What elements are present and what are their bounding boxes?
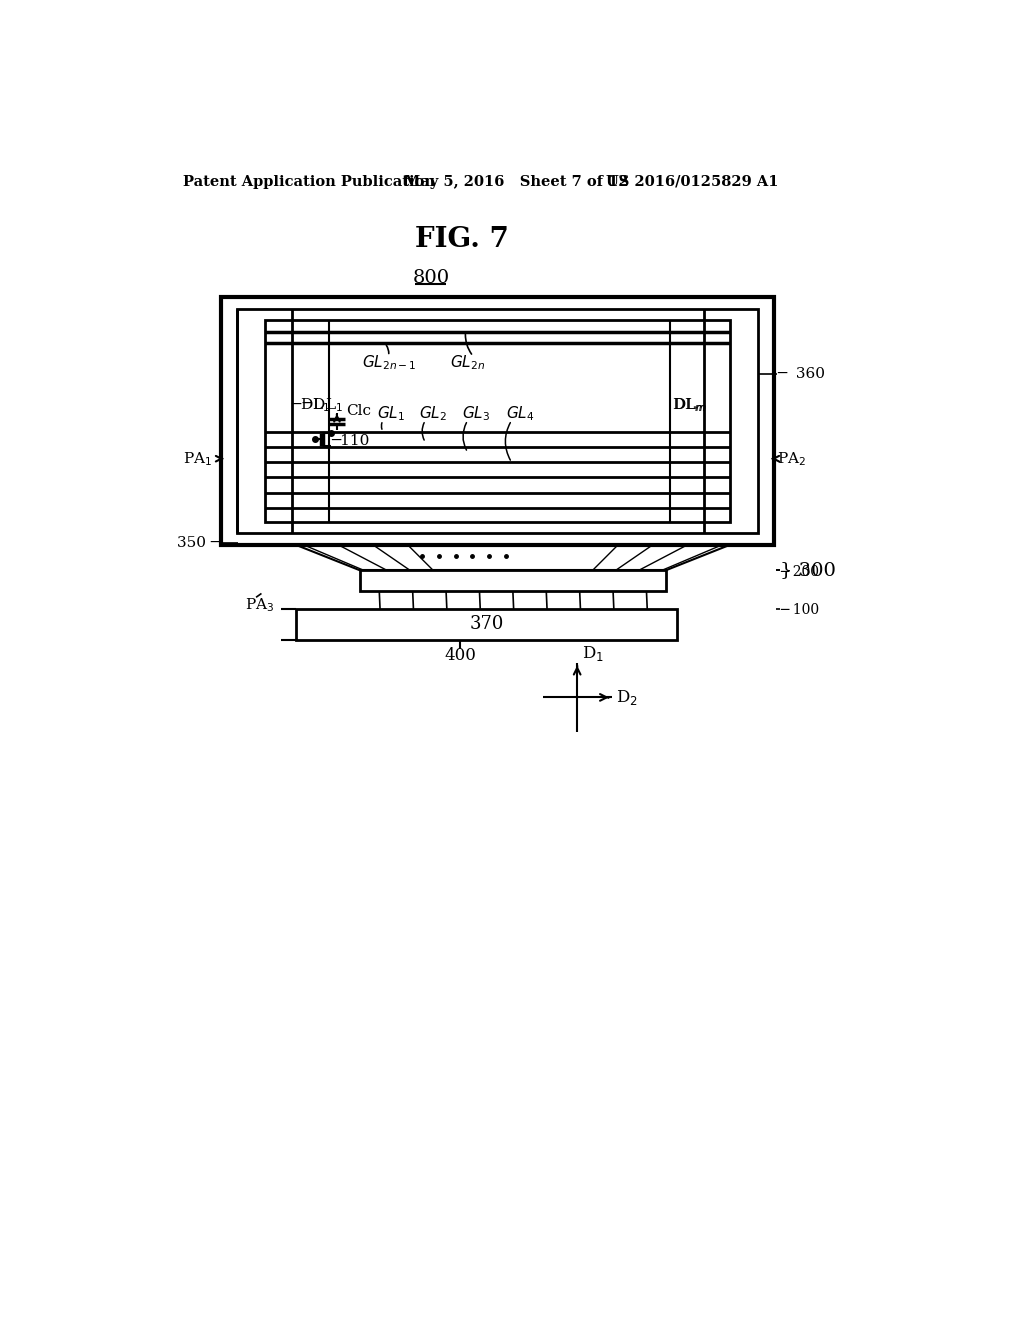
Text: May 5, 2016   Sheet 7 of 12: May 5, 2016 Sheet 7 of 12	[403, 174, 629, 189]
Text: ─DL$_1$: ─DL$_1$	[291, 396, 331, 413]
Text: D$_2$: D$_2$	[616, 688, 638, 708]
Text: Clc: Clc	[346, 404, 371, 418]
Text: 800: 800	[413, 269, 450, 286]
Bar	[360, 570, 666, 591]
Bar	[265, 321, 730, 521]
Bar	[221, 297, 773, 545]
Text: FIG. 7: FIG. 7	[415, 226, 509, 252]
Text: $GL_1$: $GL_1$	[377, 405, 406, 424]
Text: $GL_3$: $GL_3$	[462, 405, 489, 424]
Text: 370: 370	[469, 615, 504, 634]
Text: ─  360: ─ 360	[777, 367, 825, 381]
Bar	[296, 609, 677, 640]
Text: DL$_m$: DL$_m$	[672, 396, 706, 413]
Text: Patent Application Publication: Patent Application Publication	[183, 174, 435, 189]
Text: PA$_2$: PA$_2$	[777, 450, 807, 467]
Text: 400: 400	[444, 647, 476, 664]
Text: $GL_2$: $GL_2$	[419, 405, 447, 424]
Text: $GL_4$: $GL_4$	[506, 405, 534, 424]
Text: US 2016/0125829 A1: US 2016/0125829 A1	[606, 174, 779, 189]
Text: PA$_3$: PA$_3$	[245, 597, 273, 614]
Text: $GL_{2n-1}$: $GL_{2n-1}$	[361, 354, 416, 372]
Bar	[237, 309, 758, 533]
Text: PA$_1$: PA$_1$	[183, 450, 212, 467]
Text: DL$_m$: DL$_m$	[674, 396, 708, 413]
Text: 350 ─: 350 ─	[177, 536, 220, 550]
Text: D$_1$: D$_1$	[582, 644, 604, 663]
Text: ─110: ─110	[332, 434, 370, 447]
Text: ─ 100: ─ 100	[779, 603, 819, 618]
Text: $GL_{2n}$: $GL_{2n}$	[451, 354, 485, 372]
Text: ─ 200: ─ 200	[779, 565, 818, 579]
Text: } 300: } 300	[779, 561, 836, 579]
Text: $\neg$DL$_1$: $\neg$DL$_1$	[300, 396, 343, 413]
